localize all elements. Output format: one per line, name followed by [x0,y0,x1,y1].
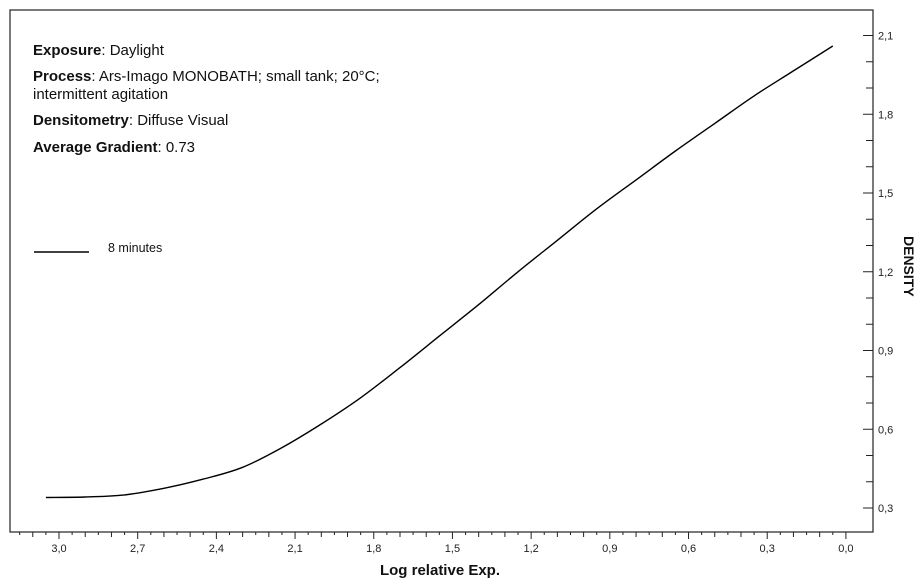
legend-label: 8 minutes [108,241,163,255]
y-axis-label: DENSITY [903,236,917,297]
x-tick-label: 2,4 [209,543,224,555]
densitometry-value: : Diffuse Visual [128,112,229,129]
x-tick-label: 0,9 [602,543,617,555]
x-tick-label: 2,1 [287,543,302,555]
x-tick-label: 3,0 [51,543,66,555]
gradient-line: Average Gradient: 0.73 [33,139,195,157]
x-tick-label: 2,7 [130,543,145,555]
process-value-line2: intermittent agitation [33,86,169,103]
x-tick-label: 0,0 [838,543,853,555]
x-tick-label: 0,3 [760,543,775,555]
y-tick-label: 2,1 [878,31,893,43]
exposure-line: Exposure: Daylight [33,42,164,60]
y-tick-label: 0,3 [878,503,893,515]
y-axis-ticks: 2,1 1,8 1,5 1,2 0,9 0,6 0,3 [863,31,893,515]
x-axis-label: Log relative Exp. [379,562,501,579]
x-axis-ticks: 3,0 2,7 2,4 2,1 1,8 1,5 1,2 0,9 0,6 0,3 0,0 [19,532,854,555]
y-tick-label: 1,5 [878,188,893,200]
exposure-value: : Daylight [101,42,164,59]
y-tick-label: 0,9 [878,346,893,358]
process-value: : Ars-Imago MONOBATH; small tank; 20°C; [91,68,380,85]
exposure-label: Exposure [33,42,102,59]
process-label: Process [33,68,92,85]
series-line-8-minutes [45,45,834,499]
y-tick-label: 0,6 [878,424,893,436]
x-tick-label: 0,6 [681,543,696,555]
plot-frame [9,9,874,533]
gradient-value: : 0.73 [157,139,196,156]
x-tick-label: 1,2 [523,543,538,555]
x-tick-label: 1,5 [445,543,460,555]
process-line: Process: Ars-Imago MONOBATH; small tank;… [33,68,380,104]
densitometry-label: Densitometry [33,112,129,129]
y-tick-label: 1,8 [878,109,893,121]
gradient-label: Average Gradient [33,139,158,156]
x-tick-label: 1,8 [366,543,381,555]
y-tick-label: 1,2 [878,267,893,279]
densitometry-line: Densitometry: Diffuse Visual [33,112,228,130]
